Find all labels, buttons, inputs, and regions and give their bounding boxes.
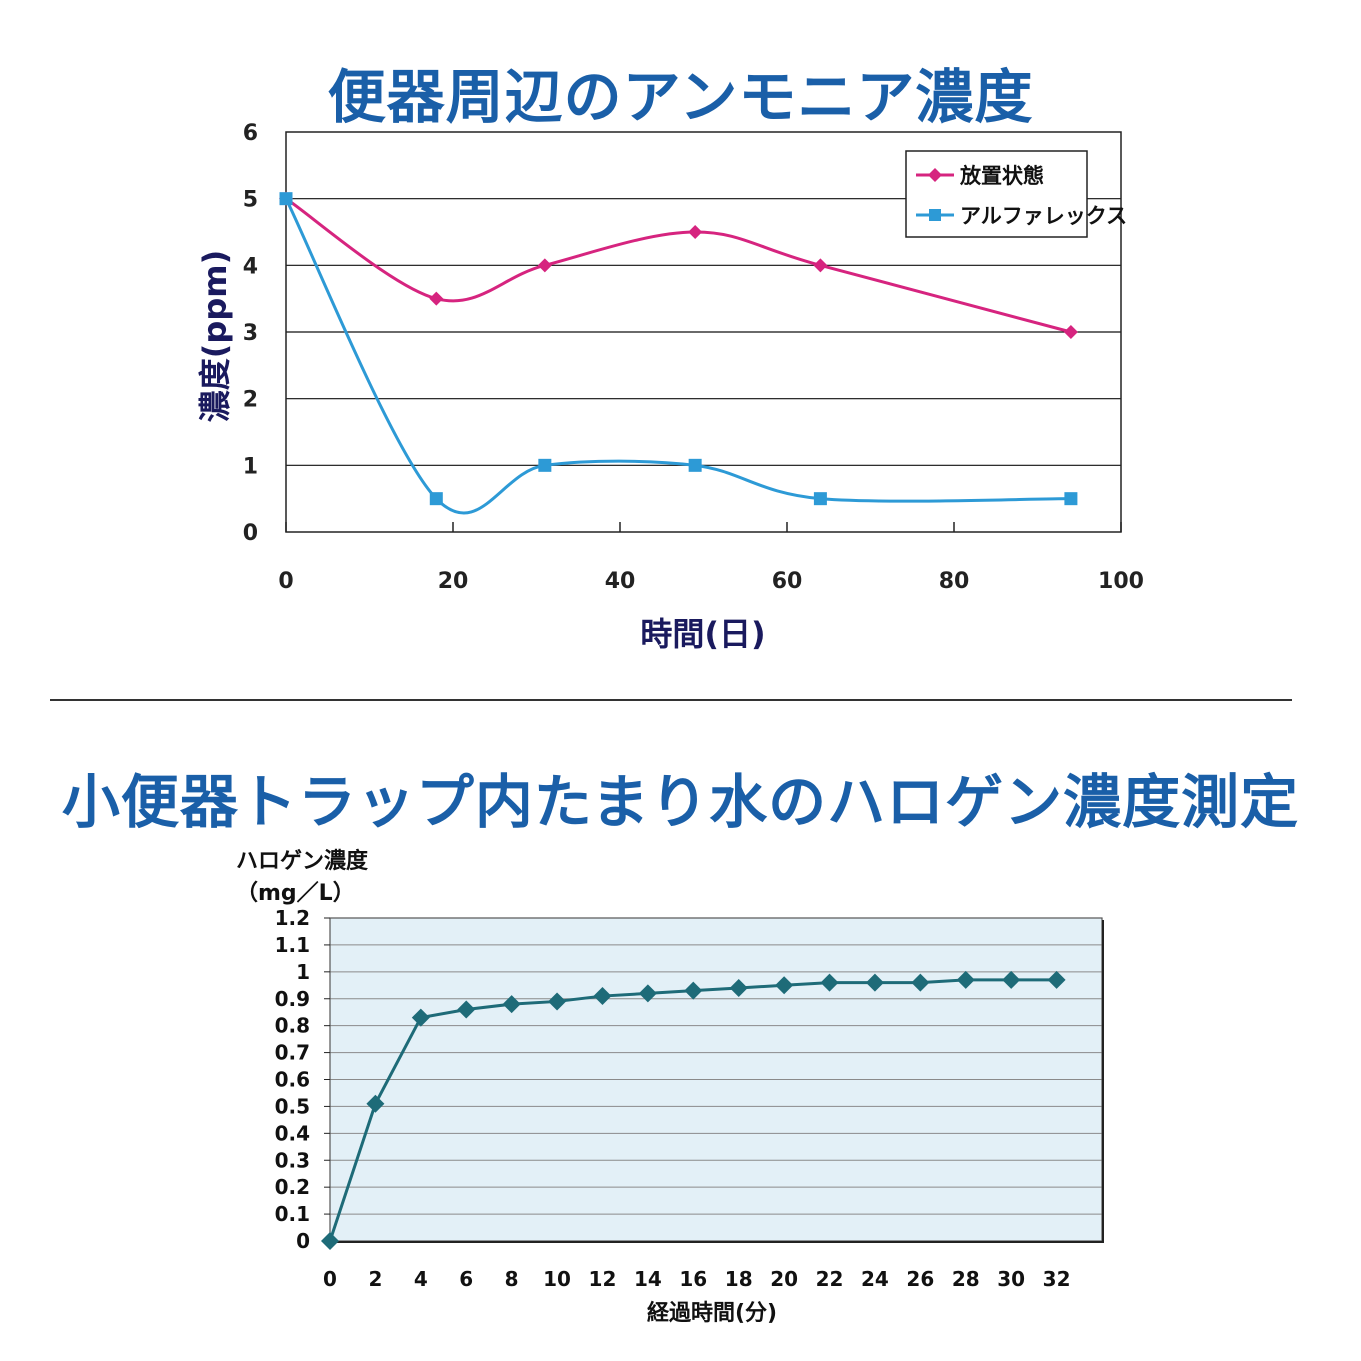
y-tick-label: 0.4 <box>275 1121 310 1145</box>
y-tick-label: 1.2 <box>275 906 310 930</box>
data-point <box>688 225 703 239</box>
chart-title-halogen: 小便器トラップ内たまり水のハロゲン濃度測定 <box>61 768 1300 836</box>
data-point <box>911 973 930 992</box>
y-tick-label: 0.1 <box>275 1202 310 1226</box>
series-line <box>284 197 1071 515</box>
x-tick-label: 2 <box>368 1267 382 1291</box>
data-point <box>538 458 552 472</box>
data-point <box>813 258 828 273</box>
x-tick-label: 14 <box>634 1267 662 1291</box>
data-point <box>429 291 444 306</box>
y-tick-label: 0.6 <box>275 1068 310 1092</box>
y-tick-label: 0.7 <box>275 1041 310 1065</box>
legend-marker <box>928 168 942 182</box>
data-point <box>775 976 794 995</box>
y-axis-unit: （mg／L） <box>236 881 355 906</box>
y-tick-label: 0.2 <box>275 1175 310 1199</box>
x-axis-label: 経過時間(分) <box>647 1300 777 1326</box>
data-point <box>729 978 748 997</box>
y-axis-label: 濃度(ppm) <box>196 250 234 422</box>
y-tick-label: 0.8 <box>275 1014 310 1038</box>
y-tick-label: 0 <box>243 521 258 546</box>
x-tick-label: 40 <box>605 569 636 594</box>
x-axis-label: 時間(日) <box>640 615 765 653</box>
y-tick-label: 6 <box>243 121 258 146</box>
y-axis-label: ハロゲン濃度 <box>236 848 369 874</box>
data-point <box>1002 970 1021 989</box>
legend-label: 放置状態 <box>959 164 1044 188</box>
data-point <box>638 984 657 1003</box>
x-tick-label: 0 <box>278 569 293 594</box>
x-tick-label: 8 <box>505 1267 519 1291</box>
y-tick-label: 4 <box>243 254 258 279</box>
x-tick-label: 100 <box>1098 569 1144 594</box>
x-tick-label: 60 <box>772 569 803 594</box>
x-tick-label: 16 <box>679 1267 707 1291</box>
data-point <box>411 1008 430 1027</box>
data-point <box>321 1232 339 1250</box>
data-point <box>820 973 839 992</box>
x-tick-label: 20 <box>770 1267 798 1291</box>
data-point <box>593 987 612 1006</box>
data-point <box>457 1000 476 1019</box>
data-point <box>813 492 827 506</box>
y-tick-label: 0 <box>296 1229 310 1253</box>
data-point <box>502 995 521 1014</box>
data-point <box>366 1094 385 1113</box>
series-line <box>285 197 1072 334</box>
data-point <box>688 458 702 472</box>
y-tick-label: 2 <box>243 388 258 413</box>
x-tick-label: 20 <box>438 569 469 594</box>
legend-label: アルファレックス <box>960 204 1127 228</box>
x-tick-label: 18 <box>725 1267 753 1291</box>
data-point <box>1063 325 1078 339</box>
data-point <box>865 973 884 992</box>
y-tick-label: 0.5 <box>275 1094 310 1118</box>
data-point <box>956 970 975 989</box>
plot-frame <box>285 131 1122 533</box>
y-tick-label: 1 <box>243 454 258 479</box>
x-tick-label: 80 <box>939 569 970 594</box>
x-tick-label: 12 <box>589 1267 617 1291</box>
chart-title-ammonia: 便器周辺のアンモニア濃度 <box>327 63 1034 131</box>
data-point <box>684 981 703 1000</box>
data-point <box>548 992 567 1011</box>
legend-marker <box>929 209 941 221</box>
data-point <box>429 492 443 506</box>
section-divider <box>50 699 1292 701</box>
x-tick-label: 6 <box>459 1267 473 1291</box>
y-tick-label: 1 <box>296 960 310 984</box>
y-tick-label: 3 <box>243 321 258 346</box>
x-tick-label: 26 <box>906 1267 934 1291</box>
x-tick-label: 24 <box>861 1267 889 1291</box>
y-tick-label: 0.3 <box>275 1148 310 1172</box>
data-point <box>537 258 552 273</box>
legend-box <box>905 150 1088 238</box>
data-point <box>279 192 293 206</box>
x-tick-label: 32 <box>1043 1267 1071 1291</box>
x-tick-label: 22 <box>816 1267 844 1291</box>
x-tick-label: 4 <box>414 1267 428 1291</box>
x-tick-label: 30 <box>997 1267 1025 1291</box>
data-point <box>1047 970 1066 989</box>
x-tick-label: 0 <box>323 1267 337 1291</box>
y-tick-label: 1.1 <box>275 933 310 957</box>
y-tick-label: 0.9 <box>275 987 310 1011</box>
x-tick-label: 10 <box>543 1267 571 1291</box>
data-point <box>1064 492 1078 506</box>
y-tick-label: 5 <box>243 188 258 213</box>
x-tick-label: 28 <box>952 1267 980 1291</box>
